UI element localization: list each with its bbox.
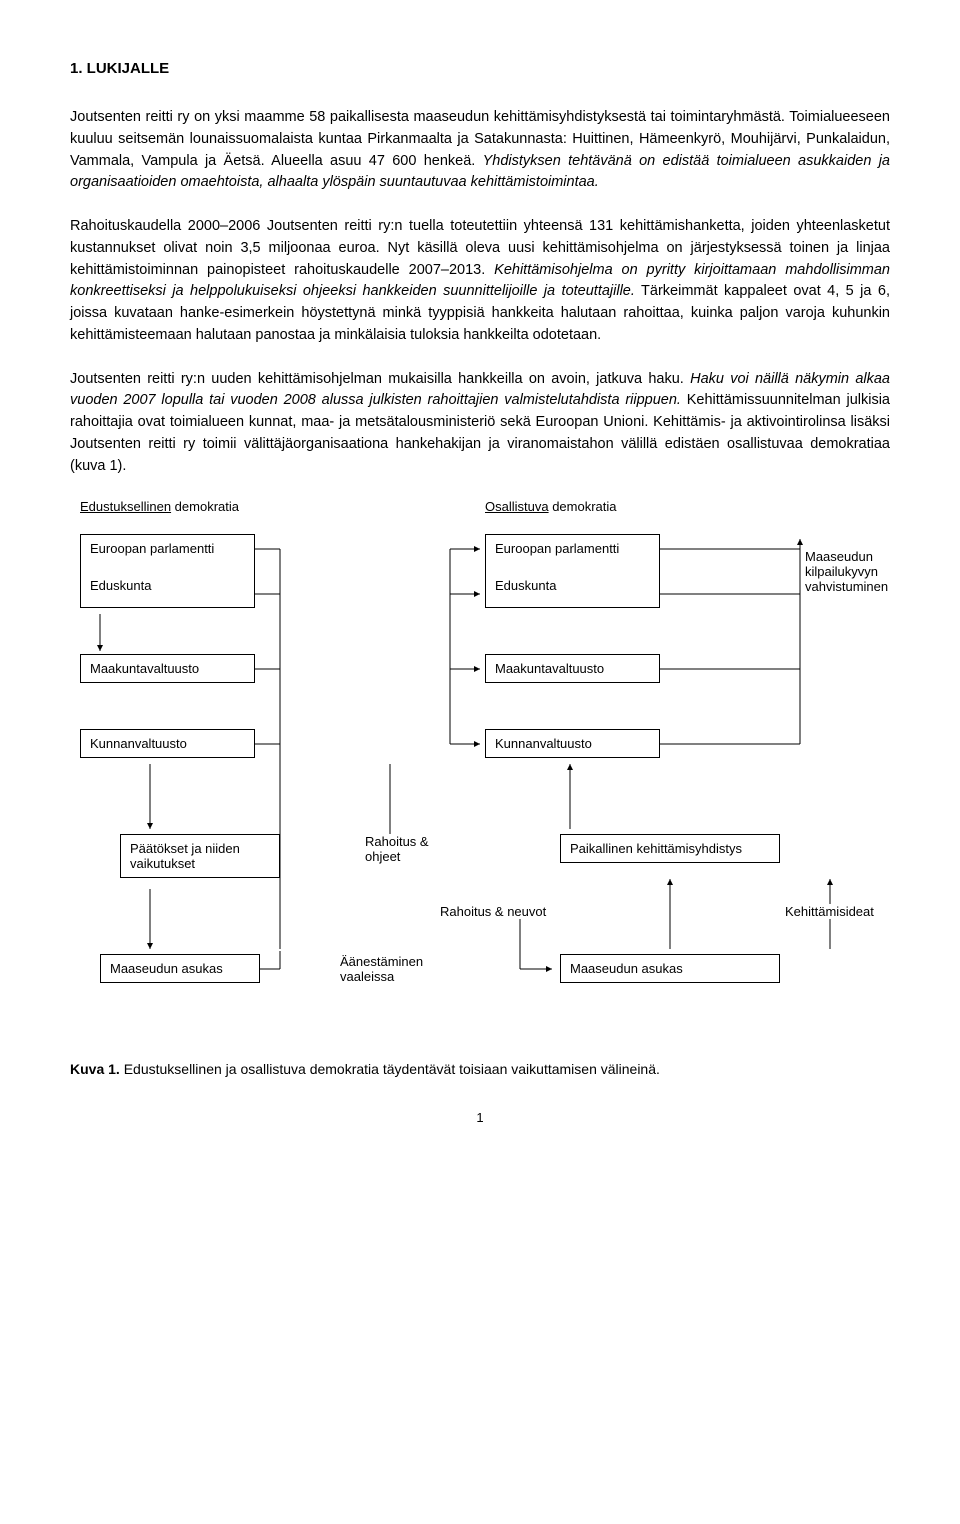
page-number: 1 (70, 1110, 890, 1125)
paragraph-1: Joutsenten reitti ry on yksi maamme 58 p… (70, 107, 890, 194)
left-mv-box: Maakuntavaltuusto (80, 654, 255, 683)
left-kv-box: Kunnanvaltuusto (80, 729, 255, 758)
right-title-rest: demokratia (549, 499, 617, 514)
left-column-title: Edustuksellinen demokratia (80, 499, 239, 514)
right-ep-ek-box: Euroopan parlamentti Eduskunta (485, 534, 660, 608)
right-kv-box: Kunnanvaltuusto (485, 729, 660, 758)
para3a-text: Joutsenten reitti ry:n uuden kehittämiso… (70, 371, 690, 387)
caption-text: Edustuksellinen ja osallistuva demokrati… (120, 1061, 660, 1077)
advice-label: Rahoitus & neuvot (440, 904, 546, 919)
left-title-underline: Edustuksellinen (80, 499, 171, 514)
ideas-label: Kehittämisideat (785, 904, 874, 919)
right-resident-box: Maaseudun asukas (560, 954, 780, 983)
side-label: Maaseudun kilpailukyvyn vahvistuminen (805, 549, 895, 594)
left-ep-ek-box: Euroopan parlamentti Eduskunta (80, 534, 255, 608)
figure-caption: Kuva 1. Edustuksellinen ja osallistuva d… (70, 1059, 890, 1080)
caption-bold: Kuva 1. (70, 1061, 120, 1077)
democracy-diagram: Edustuksellinen demokratia Osallistuva d… (70, 499, 890, 1049)
voting-label: Äänestäminen vaaleissa (340, 954, 450, 984)
assoc-box: Paikallinen kehittämisyhdistys (560, 834, 780, 863)
right-title-underline: Osallistuva (485, 499, 549, 514)
funding-label: Rahoitus & ohjeet (365, 834, 435, 864)
paragraph-3: Joutsenten reitti ry:n uuden kehittämiso… (70, 369, 890, 478)
left-resident-box: Maaseudun asukas (100, 954, 260, 983)
left-ek: Eduskunta (90, 578, 245, 593)
heading: 1. LUKIJALLE (70, 60, 890, 77)
right-mv-box: Maakuntavaltuusto (485, 654, 660, 683)
right-ek: Eduskunta (495, 578, 650, 593)
right-ep: Euroopan parlamentti (495, 541, 650, 556)
left-title-rest: demokratia (171, 499, 239, 514)
right-column-title: Osallistuva demokratia (485, 499, 617, 514)
paragraph-2: Rahoituskaudella 2000–2006 Joutsenten re… (70, 216, 890, 347)
left-ep: Euroopan parlamentti (90, 541, 245, 556)
decisions-box: Päätökset ja niiden vaikutukset (120, 834, 280, 878)
